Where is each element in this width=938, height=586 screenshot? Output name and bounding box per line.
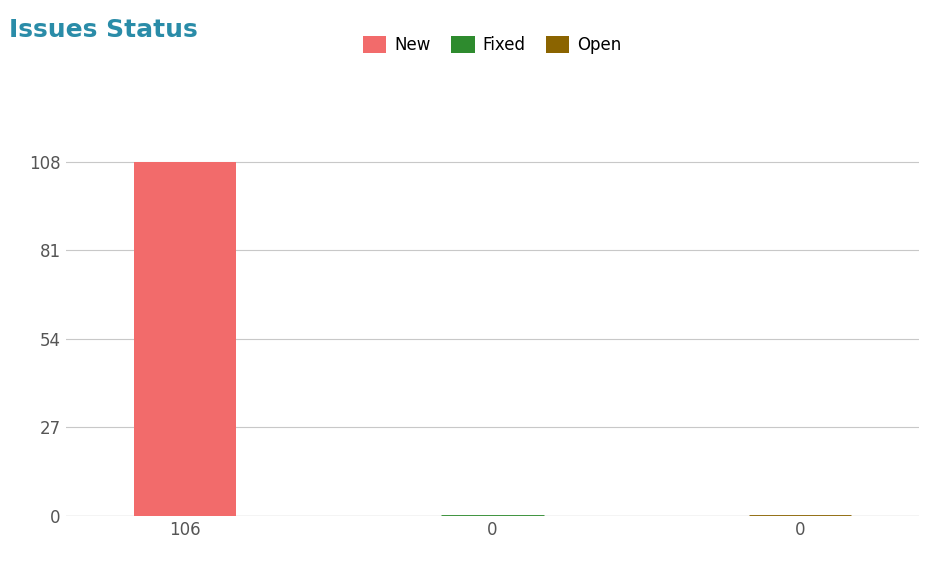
Bar	[134, 162, 236, 516]
Legend: New, Fixed, Open: New, Fixed, Open	[356, 29, 628, 60]
Text: Issues Status: Issues Status	[9, 18, 198, 42]
